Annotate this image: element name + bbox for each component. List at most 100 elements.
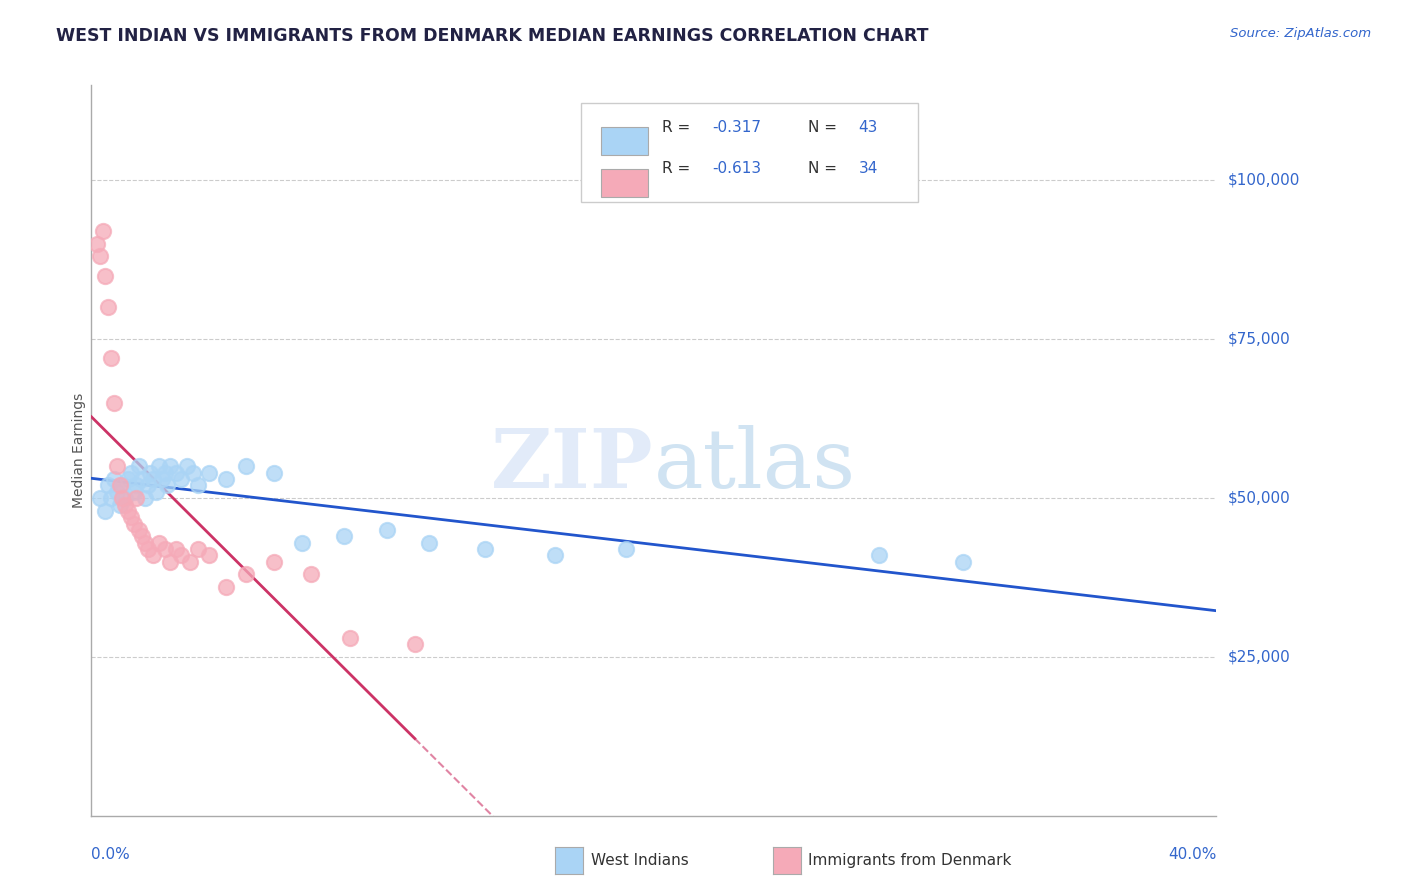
Point bbox=[139, 466, 162, 480]
Point bbox=[263, 555, 285, 569]
Text: $100,000: $100,000 bbox=[1227, 173, 1299, 187]
Point bbox=[165, 542, 187, 557]
Point bbox=[122, 484, 145, 499]
Text: R =: R = bbox=[662, 120, 695, 135]
Point bbox=[153, 542, 176, 557]
Point bbox=[156, 478, 179, 492]
Point bbox=[100, 351, 122, 366]
Point bbox=[94, 268, 117, 283]
Point bbox=[94, 504, 117, 518]
Point bbox=[117, 504, 139, 518]
Point bbox=[235, 459, 257, 474]
Text: -0.317: -0.317 bbox=[713, 120, 761, 135]
Text: $50,000: $50,000 bbox=[1227, 491, 1291, 506]
Point bbox=[105, 459, 128, 474]
Point bbox=[117, 472, 139, 486]
Point bbox=[159, 555, 181, 569]
Point bbox=[105, 484, 128, 499]
Point bbox=[404, 637, 426, 651]
Text: N =: N = bbox=[808, 161, 842, 177]
Text: Immigrants from Denmark: Immigrants from Denmark bbox=[808, 854, 1012, 868]
Text: West Indians: West Indians bbox=[591, 854, 689, 868]
Point bbox=[215, 580, 238, 594]
FancyBboxPatch shape bbox=[581, 103, 918, 202]
FancyBboxPatch shape bbox=[600, 128, 648, 155]
Text: ZIP: ZIP bbox=[491, 425, 654, 505]
FancyBboxPatch shape bbox=[600, 169, 648, 196]
Point bbox=[263, 466, 285, 480]
Point bbox=[111, 491, 134, 505]
Y-axis label: Median Earnings: Median Earnings bbox=[72, 392, 86, 508]
Point bbox=[100, 491, 122, 505]
Point bbox=[150, 472, 173, 486]
Point bbox=[187, 542, 209, 557]
Text: 43: 43 bbox=[859, 120, 877, 135]
Point bbox=[187, 478, 209, 492]
Text: $25,000: $25,000 bbox=[1227, 649, 1291, 665]
Text: 40.0%: 40.0% bbox=[1168, 847, 1216, 862]
Text: R =: R = bbox=[662, 161, 695, 177]
Point bbox=[89, 250, 111, 264]
Point bbox=[170, 549, 193, 563]
Point bbox=[375, 523, 398, 537]
Point bbox=[134, 535, 156, 549]
Text: $75,000: $75,000 bbox=[1227, 332, 1291, 347]
Point bbox=[474, 542, 496, 557]
Point bbox=[120, 466, 142, 480]
Point bbox=[103, 396, 125, 410]
Point bbox=[153, 466, 176, 480]
Point bbox=[91, 224, 114, 238]
Point bbox=[142, 549, 165, 563]
Point bbox=[339, 631, 361, 645]
Point bbox=[198, 549, 221, 563]
Point bbox=[114, 498, 136, 512]
Point bbox=[131, 472, 153, 486]
Point bbox=[215, 472, 238, 486]
Point bbox=[333, 529, 356, 543]
Point bbox=[179, 555, 201, 569]
Text: atlas: atlas bbox=[654, 425, 856, 505]
Point bbox=[148, 535, 170, 549]
Point bbox=[235, 567, 257, 582]
Point bbox=[122, 516, 145, 531]
Point bbox=[142, 472, 165, 486]
Point bbox=[159, 459, 181, 474]
Point bbox=[108, 498, 131, 512]
Point bbox=[868, 549, 890, 563]
Point bbox=[170, 472, 193, 486]
Point bbox=[134, 491, 156, 505]
Point bbox=[114, 491, 136, 505]
Point bbox=[136, 542, 159, 557]
Point bbox=[145, 484, 167, 499]
Point bbox=[128, 459, 150, 474]
Point bbox=[86, 236, 108, 251]
Point bbox=[97, 301, 120, 315]
Point bbox=[128, 523, 150, 537]
Point bbox=[136, 478, 159, 492]
Text: N =: N = bbox=[808, 120, 842, 135]
Point bbox=[614, 542, 637, 557]
Point bbox=[544, 549, 567, 563]
Point bbox=[125, 478, 148, 492]
Point bbox=[952, 555, 974, 569]
Point bbox=[125, 491, 148, 505]
Point bbox=[418, 535, 440, 549]
Point bbox=[165, 466, 187, 480]
Point bbox=[120, 510, 142, 524]
Point bbox=[89, 491, 111, 505]
Point bbox=[299, 567, 322, 582]
Point bbox=[111, 478, 134, 492]
Text: 34: 34 bbox=[859, 161, 877, 177]
Text: Source: ZipAtlas.com: Source: ZipAtlas.com bbox=[1230, 27, 1371, 40]
Point bbox=[108, 478, 131, 492]
Point bbox=[131, 529, 153, 543]
Point bbox=[198, 466, 221, 480]
Text: WEST INDIAN VS IMMIGRANTS FROM DENMARK MEDIAN EARNINGS CORRELATION CHART: WEST INDIAN VS IMMIGRANTS FROM DENMARK M… bbox=[56, 27, 929, 45]
Point bbox=[103, 472, 125, 486]
Point bbox=[176, 459, 198, 474]
Point bbox=[97, 478, 120, 492]
Point bbox=[181, 466, 204, 480]
Point bbox=[291, 535, 314, 549]
Text: -0.613: -0.613 bbox=[713, 161, 762, 177]
Point bbox=[148, 459, 170, 474]
